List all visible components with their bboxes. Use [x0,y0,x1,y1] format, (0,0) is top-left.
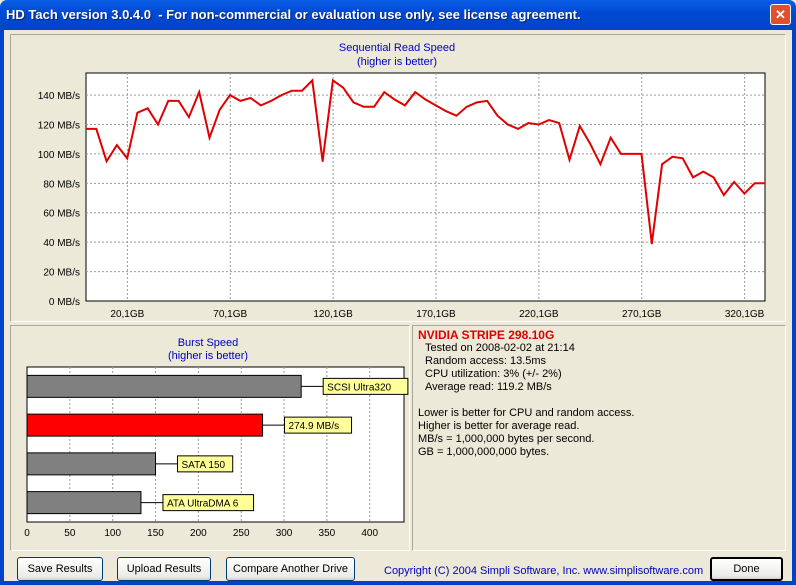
window-title: HD Tach version 3.0.4.0 - For non-commer… [6,7,581,22]
cpu-utilization-text: CPU utilization: 3% (+/- 2%) [425,368,562,380]
burst-bar-label: SCSI Ultra320 [327,382,391,393]
seq-x-tick-labels: 20,1GB 70,1GB 120,1GB 170,1GB 220,1GB 270,1GB… [110,309,764,320]
burst-x-tick-label: 100 [104,528,121,539]
seq-y-tick-label: 60 MB/s [43,209,80,220]
seq-chart-title: Sequential Read Speed [339,42,455,54]
burst-bars: SCSI Ultra320 274.9 MB/s SATA 150 ATA Ultra… [26,374,409,515]
burst-x-tick-label: 400 [361,528,378,539]
close-button[interactable]: ✕ [770,4,791,25]
seq-x-tick-label: 270,1GB [622,309,662,320]
burst-bar-label: 274.9 MB/s [289,421,340,432]
burst-bar-label: SATA 150 [182,460,226,471]
burst-label-box [177,455,234,473]
burst-x-tick-label: 0 [24,528,30,539]
note-higher-better: Higher is better for average read. [418,420,580,432]
burst-label-box [162,494,255,512]
seq-y-tick-label: 40 MB/s [43,238,80,249]
burst-x-tick-labels: 0 50 100 150 200 250 300 350 400 [24,528,378,539]
note-mbs-definition: MB/s = 1,000,000 bytes per second. [418,433,595,445]
burst-bar [26,452,157,476]
compare-drive-button[interactable]: Compare Another Drive [226,557,355,581]
seq-x-tick-label: 220,1GB [519,309,559,320]
seq-chart-subtitle: (higher is better) [357,56,437,68]
seq-read-line [86,78,765,244]
burst-chart-title: Burst Speed [178,337,239,349]
spacer [418,394,780,407]
seq-plot-area [85,72,766,302]
upload-results-button[interactable]: Upload Results [117,557,211,581]
seq-x-tick-label: 20,1GB [110,309,144,320]
seq-y-tick-label: 20 MB/s [43,268,80,279]
seq-y-tick-label: 100 MB/s [38,150,80,161]
note-gb-definition: GB = 1,000,000,000 bytes. [418,446,550,458]
results-info-panel: NVIDIA STRIPE 298.10G Tested on 2008-02-… [412,325,786,551]
done-button[interactable]: Done [710,557,783,581]
drive-name: NVIDIA STRIPE 298.10G [418,328,555,342]
seq-x-tick-label: 120,1GB [313,309,353,320]
burst-x-tick-label: 350 [319,528,336,539]
window-frame [0,30,796,585]
seq-x-tick-label: 70,1GB [213,309,247,320]
sequential-read-panel: Sequential Read Speed (higher is better)… [10,34,786,322]
average-read-text: Average read: 119.2 MB/s [425,381,552,393]
burst-bar-label: ATA UltraDMA 6 [167,499,239,510]
seq-y-tick-label: 120 MB/s [38,120,80,131]
sequential-read-chart: Sequential Read Speed (higher is better)… [38,42,766,320]
burst-x-tick-label: 150 [147,528,164,539]
burst-x-tick-label: 50 [64,528,76,539]
seq-y-tick-label: 80 MB/s [43,179,80,190]
burst-label-box [284,416,353,434]
burst-label-box [322,377,409,395]
title-bar[interactable]: HD Tach version 3.0.4.0 - For non-commer… [0,0,796,30]
copyright-link[interactable]: Copyright (C) 2004 Simpli Software, Inc.… [384,565,704,577]
burst-x-tick-label: 200 [190,528,207,539]
burst-x-tick-label: 300 [276,528,293,539]
burst-bar [26,374,302,398]
seq-y-tick-label: 0 MB/s [49,297,80,308]
burst-speed-panel: Burst Speed (higher is better) 0 50 100 150… [10,325,410,551]
burst-bar [26,491,142,515]
tested-on-text: Tested on 2008-02-02 at 21:14 [425,342,575,354]
seq-x-gridlines [126,73,746,301]
note-lower-better: Lower is better for CPU and random acces… [418,407,635,419]
burst-chart-subtitle: (higher is better) [168,350,248,362]
save-results-button[interactable]: Save Results [17,557,103,581]
seq-y-tick-labels: 0 MB/s 20 MB/s 40 MB/s 60 MB/s 80 MB/s 100 MB… [38,91,80,308]
burst-bar [26,413,264,437]
seq-x-tick-label: 170,1GB [416,309,456,320]
seq-y-tick-label: 140 MB/s [38,91,80,102]
burst-speed-chart: Burst Speed (higher is better) 0 50 100 150… [24,337,409,539]
burst-x-tick-label: 250 [233,528,250,539]
random-access-text: Random access: 13.5ms [425,355,547,367]
seq-x-tick-label: 320,1GB [725,309,765,320]
